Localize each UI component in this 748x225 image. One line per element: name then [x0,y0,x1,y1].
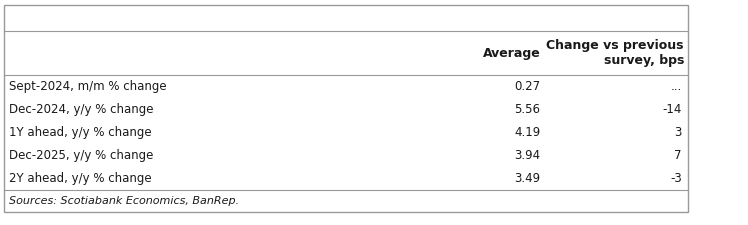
Text: 7: 7 [675,149,682,162]
Text: 0.27: 0.27 [514,80,540,93]
Text: Average: Average [482,47,540,59]
Text: 2Y ahead, y/y % change: 2Y ahead, y/y % change [9,172,152,185]
Text: Dec-2025, y/y % change: Dec-2025, y/y % change [9,149,153,162]
Text: 3.49: 3.49 [514,172,540,185]
Text: Sources: Scotiabank Economics, BanRep.: Sources: Scotiabank Economics, BanRep. [9,196,239,206]
Text: Sept-2024, m/m % change: Sept-2024, m/m % change [9,80,167,93]
Text: 3.94: 3.94 [514,149,540,162]
Text: Table 1: Colombia—Headline Inflation Expectations: Table 1: Colombia—Headline Inflation Exp… [10,11,392,25]
Text: ...: ... [671,80,682,93]
Text: -3: -3 [670,172,682,185]
Text: 1Y ahead, y/y % change: 1Y ahead, y/y % change [9,126,152,139]
Text: 5.56: 5.56 [515,103,540,116]
Text: -14: -14 [663,103,682,116]
Text: 4.19: 4.19 [514,126,540,139]
Text: Change vs previous
survey, bps: Change vs previous survey, bps [547,39,684,67]
Text: Dec-2024, y/y % change: Dec-2024, y/y % change [9,103,153,116]
Text: 3: 3 [675,126,682,139]
